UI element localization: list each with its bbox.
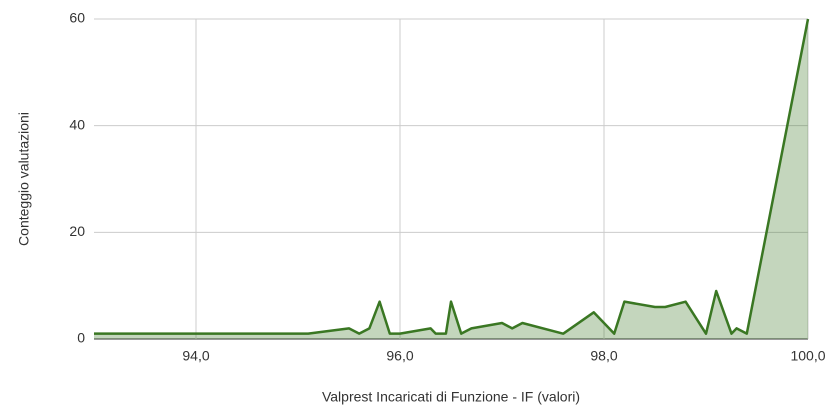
x-tick-label: 98,0 xyxy=(590,348,617,364)
x-tick-label: 96,0 xyxy=(386,348,413,364)
x-axis-title: Valprest Incaricati di Funzione - IF (va… xyxy=(322,389,580,405)
x-tick-label: 94,0 xyxy=(182,348,209,364)
y-tick-label: 0 xyxy=(77,330,85,346)
y-axis-title: Conteggio valutazioni xyxy=(16,112,32,246)
line xyxy=(94,18,810,335)
y-tick-label: 60 xyxy=(69,10,85,26)
y-tick-label: 40 xyxy=(69,116,85,132)
y-tick-label: 20 xyxy=(69,223,85,239)
x-tick-label: 100,0 xyxy=(790,348,825,364)
area-fill xyxy=(94,19,808,339)
